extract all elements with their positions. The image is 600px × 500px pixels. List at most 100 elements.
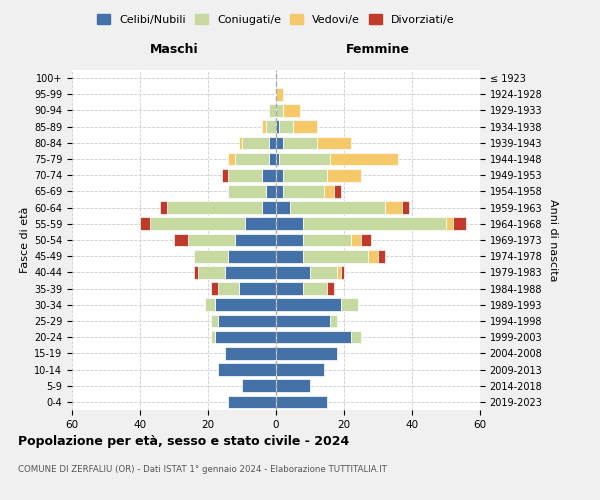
Bar [303, 234, 351, 246]
Bar [239, 282, 276, 295]
Bar [140, 218, 150, 230]
Bar [218, 363, 276, 376]
Bar [276, 250, 303, 262]
Bar [276, 380, 310, 392]
Bar [293, 120, 317, 133]
Text: COMUNE DI ZERFALIU (OR) - Dati ISTAT 1° gennaio 2024 - Elaborazione TUTTITALIA.I: COMUNE DI ZERFALIU (OR) - Dati ISTAT 1° … [18, 465, 387, 474]
Bar [218, 282, 239, 295]
Bar [215, 298, 276, 311]
Bar [266, 120, 276, 133]
Bar [331, 152, 398, 166]
Bar [229, 169, 262, 181]
Bar [235, 152, 269, 166]
Bar [221, 169, 229, 181]
Bar [239, 136, 242, 149]
Bar [218, 314, 276, 328]
Bar [283, 169, 327, 181]
Bar [334, 185, 341, 198]
Bar [269, 104, 276, 117]
Bar [337, 266, 341, 278]
Bar [174, 234, 188, 246]
Bar [276, 218, 303, 230]
Bar [276, 331, 351, 344]
Bar [303, 218, 446, 230]
Bar [276, 314, 331, 328]
Bar [150, 218, 245, 230]
Bar [276, 347, 337, 360]
Bar [303, 250, 368, 262]
Bar [242, 136, 269, 149]
Bar [269, 152, 276, 166]
Bar [245, 218, 276, 230]
Bar [276, 136, 283, 149]
Bar [225, 347, 276, 360]
Bar [262, 120, 266, 133]
Bar [283, 185, 323, 198]
Bar [331, 314, 337, 328]
Bar [266, 185, 276, 198]
Bar [351, 234, 361, 246]
Bar [276, 282, 303, 295]
Bar [290, 202, 385, 214]
Y-axis label: Anni di nascita: Anni di nascita [548, 198, 558, 281]
Bar [323, 185, 334, 198]
Bar [283, 104, 300, 117]
Bar [276, 363, 323, 376]
Bar [276, 120, 280, 133]
Bar [269, 136, 276, 149]
Bar [188, 234, 235, 246]
Bar [229, 250, 276, 262]
Bar [280, 152, 331, 166]
Bar [225, 266, 276, 278]
Bar [215, 331, 276, 344]
Bar [361, 234, 371, 246]
Bar [229, 152, 235, 166]
Bar [229, 185, 266, 198]
Bar [276, 396, 327, 408]
Bar [276, 202, 290, 214]
Bar [276, 234, 303, 246]
Bar [341, 298, 358, 311]
Bar [276, 298, 341, 311]
Bar [283, 136, 317, 149]
Text: Femmine: Femmine [346, 44, 410, 57]
Bar [211, 314, 218, 328]
Bar [242, 380, 276, 392]
Bar [205, 298, 215, 311]
Bar [280, 120, 293, 133]
Bar [229, 396, 276, 408]
Bar [198, 266, 225, 278]
Bar [402, 202, 409, 214]
Bar [194, 266, 198, 278]
Bar [194, 250, 229, 262]
Bar [262, 202, 276, 214]
Bar [211, 282, 218, 295]
Bar [341, 266, 344, 278]
Bar [276, 152, 280, 166]
Bar [378, 250, 385, 262]
Bar [276, 266, 310, 278]
Bar [167, 202, 262, 214]
Bar [303, 282, 327, 295]
Bar [385, 202, 402, 214]
Legend: Celibi/Nubili, Coniugati/e, Vedovi/e, Divorziati/e: Celibi/Nubili, Coniugati/e, Vedovi/e, Di… [94, 10, 458, 28]
Bar [368, 250, 378, 262]
Bar [351, 331, 361, 344]
Bar [310, 266, 337, 278]
Bar [276, 88, 283, 101]
Bar [327, 169, 361, 181]
Bar [211, 331, 215, 344]
Y-axis label: Fasce di età: Fasce di età [20, 207, 30, 273]
Bar [276, 185, 283, 198]
Bar [276, 104, 283, 117]
Bar [262, 169, 276, 181]
Bar [327, 282, 334, 295]
Bar [235, 234, 276, 246]
Bar [453, 218, 466, 230]
Bar [446, 218, 453, 230]
Bar [276, 169, 283, 181]
Bar [317, 136, 351, 149]
Text: Popolazione per età, sesso e stato civile - 2024: Popolazione per età, sesso e stato civil… [18, 435, 349, 448]
Bar [160, 202, 167, 214]
Text: Maschi: Maschi [149, 44, 199, 57]
